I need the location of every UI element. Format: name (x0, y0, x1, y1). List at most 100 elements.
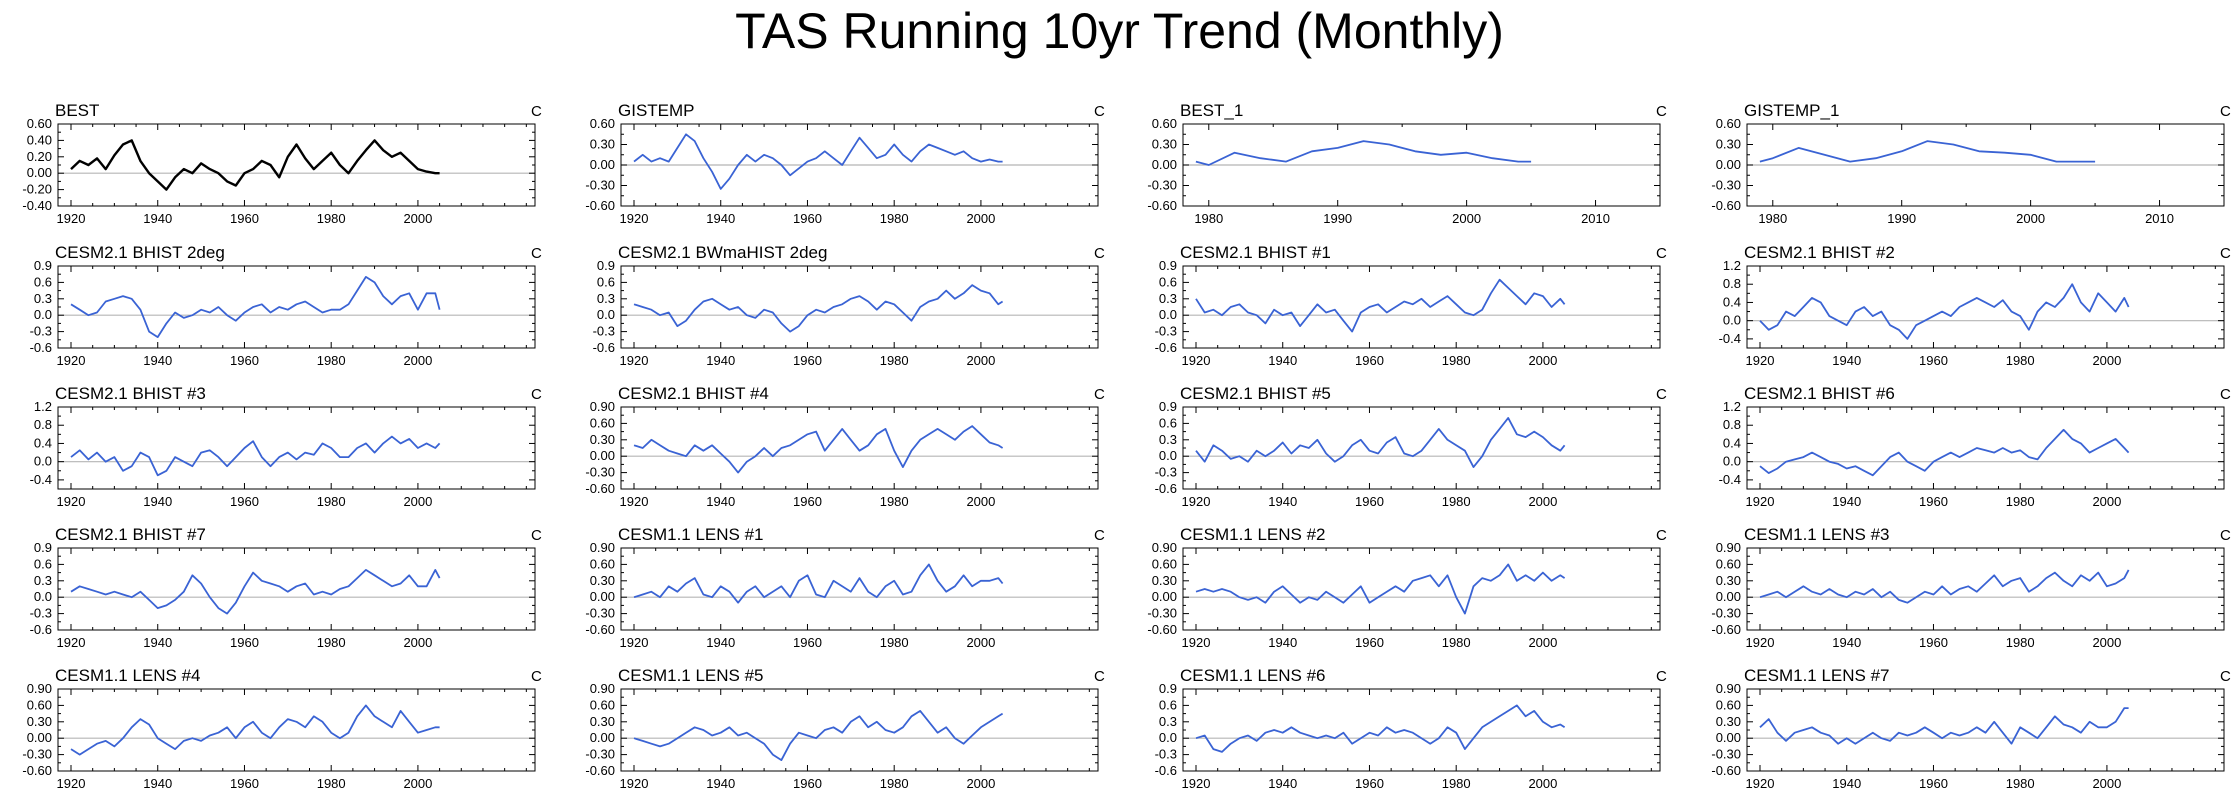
plot-frame (620, 265, 1099, 349)
x-tick-label: 1990 (1887, 211, 1916, 226)
plot-frame (57, 265, 536, 349)
y-tick-label: -0.60 (585, 763, 615, 778)
x-tick-label: 1920 (1182, 776, 1211, 791)
y-tick-label: -0.30 (585, 606, 615, 621)
x-tick-label: 1960 (1919, 494, 1948, 509)
panel-unit: C (1094, 527, 1105, 544)
y-tick-label: 0.0 (1723, 454, 1741, 469)
panel-title: CESM2.1 BHIST #2 (1744, 243, 1895, 262)
x-tick-label: 1940 (1832, 776, 1861, 791)
y-tick-label: 0.00 (1716, 589, 1741, 604)
y-tick-label: 0.30 (590, 714, 615, 729)
x-tick-label: 2000 (966, 211, 995, 226)
y-tick-label: 0.90 (590, 540, 615, 555)
x-tick-label: 1940 (706, 635, 735, 650)
x-tick-label: 2000 (1528, 494, 1557, 509)
x-tick-label: 1980 (2006, 776, 2035, 791)
x-tick-label: 1940 (1268, 494, 1297, 509)
y-tick-label: 0.00 (590, 730, 615, 745)
y-tick-label: 0.00 (27, 730, 52, 745)
panel-title: CESM2.1 BHIST #5 (1180, 384, 1331, 403)
x-tick-label: 1960 (793, 211, 822, 226)
plot-frame (57, 547, 536, 631)
x-tick-label: 1980 (1758, 211, 1787, 226)
x-tick-label: 1960 (1355, 776, 1384, 791)
y-tick-label: 0.00 (1716, 730, 1741, 745)
x-tick-label: 1920 (620, 353, 649, 368)
y-tick-label: 0.30 (590, 137, 615, 152)
y-tick-label: 0.90 (27, 681, 52, 696)
y-tick-label: -0.30 (1147, 606, 1177, 621)
panel-unit: C (531, 103, 542, 120)
y-tick-label: -0.3 (593, 324, 615, 339)
x-tick-label: 2000 (403, 776, 432, 791)
x-tick-label: 1920 (57, 776, 86, 791)
y-tick-label: 0.30 (1716, 137, 1741, 152)
x-tick-label: 1920 (620, 776, 649, 791)
y-tick-label: -0.4 (1719, 472, 1741, 487)
panel-title: GISTEMP_1 (1744, 101, 1839, 120)
x-tick-label: 1920 (57, 353, 86, 368)
x-tick-label: 1940 (706, 211, 735, 226)
x-tick-label: 1920 (1746, 353, 1775, 368)
y-tick-label: 0.90 (590, 399, 615, 414)
series-line (633, 133, 1003, 190)
panel-unit: C (2220, 245, 2231, 262)
panel-unit: C (1656, 245, 1667, 262)
panel-title: CESM1.1 LENS #3 (1744, 525, 1890, 544)
panel-unit: C (1094, 103, 1105, 120)
x-tick-label: 2000 (2092, 353, 2121, 368)
x-tick-label: 2000 (966, 494, 995, 509)
y-tick-label: -0.3 (1155, 747, 1177, 762)
series-line (1759, 707, 2129, 745)
x-tick-label: 2000 (403, 211, 432, 226)
plot-frame (57, 406, 536, 490)
y-tick-label: 0.60 (590, 116, 615, 131)
y-tick-label: 0.60 (590, 415, 615, 430)
panel-11: CESM2.1 BHIST #5 C 1920 1940 1960 1980 2000 -0.… (1155, 384, 1667, 509)
panel-title: CESM2.1 BHIST #7 (55, 525, 206, 544)
panel-3: BEST_1 C 1980 1990 2000 2010 -0.60 -0.30 0.00 0.3… (1147, 101, 1667, 226)
y-tick-label: -0.60 (1711, 198, 1741, 213)
x-tick-label: 1940 (143, 494, 172, 509)
y-tick-label: 0.0 (34, 454, 52, 469)
series-line (70, 139, 440, 191)
x-tick-label: 1960 (1355, 494, 1384, 509)
page-title: TAS Running 10yr Trend (Monthly) (735, 3, 1504, 59)
y-tick-label: 0.90 (1152, 540, 1177, 555)
panel-8: CESM2.1 BHIST #2 C 1920 1940 1960 1980 2000 -0.… (1719, 243, 2231, 368)
x-tick-label: 1920 (57, 211, 86, 226)
y-tick-label: -0.30 (585, 178, 615, 193)
panel-12: CESM2.1 BHIST #6 C 1920 1940 1960 1980 2000 -0.… (1719, 384, 2231, 509)
x-tick-label: 1980 (880, 776, 909, 791)
panel-title: CESM2.1 BHIST 2deg (55, 243, 225, 262)
x-tick-label: 1960 (230, 494, 259, 509)
x-tick-label: 1920 (1746, 776, 1775, 791)
y-tick-label: 0.90 (590, 681, 615, 696)
panel-unit: C (531, 527, 542, 544)
panel-unit: C (2220, 668, 2231, 685)
y-tick-label: 0.30 (27, 714, 52, 729)
y-tick-label: -0.60 (585, 198, 615, 213)
plot-frame (1746, 265, 2225, 349)
x-tick-label: 1980 (2006, 635, 2035, 650)
y-tick-label: 0.3 (34, 573, 52, 588)
plot-frame (1746, 406, 2225, 490)
x-tick-label: 2000 (2092, 494, 2121, 509)
y-tick-label: 0.60 (590, 556, 615, 571)
x-tick-label: 1960 (1919, 353, 1948, 368)
panel-title: BEST_1 (1180, 101, 1243, 120)
plot-frame (1182, 547, 1661, 631)
y-tick-label: -0.6 (1155, 763, 1177, 778)
x-tick-label: 1980 (1442, 494, 1471, 509)
y-tick-label: 0.9 (597, 258, 615, 273)
x-tick-label: 1920 (1746, 635, 1775, 650)
y-tick-label: 0.00 (1152, 157, 1177, 172)
y-tick-label: 0.8 (1723, 417, 1741, 432)
panel-unit: C (1656, 103, 1667, 120)
y-tick-label: -0.6 (1155, 481, 1177, 496)
x-tick-label: 1980 (1194, 211, 1223, 226)
x-tick-label: 1980 (317, 635, 346, 650)
panel-7: CESM2.1 BHIST #1 C 1920 1940 1960 1980 2000 -0.… (1155, 243, 1667, 368)
panel-20: CESM1.1 LENS #7 C 1920 1940 1960 1980 2000 -0.6… (1711, 666, 2231, 791)
